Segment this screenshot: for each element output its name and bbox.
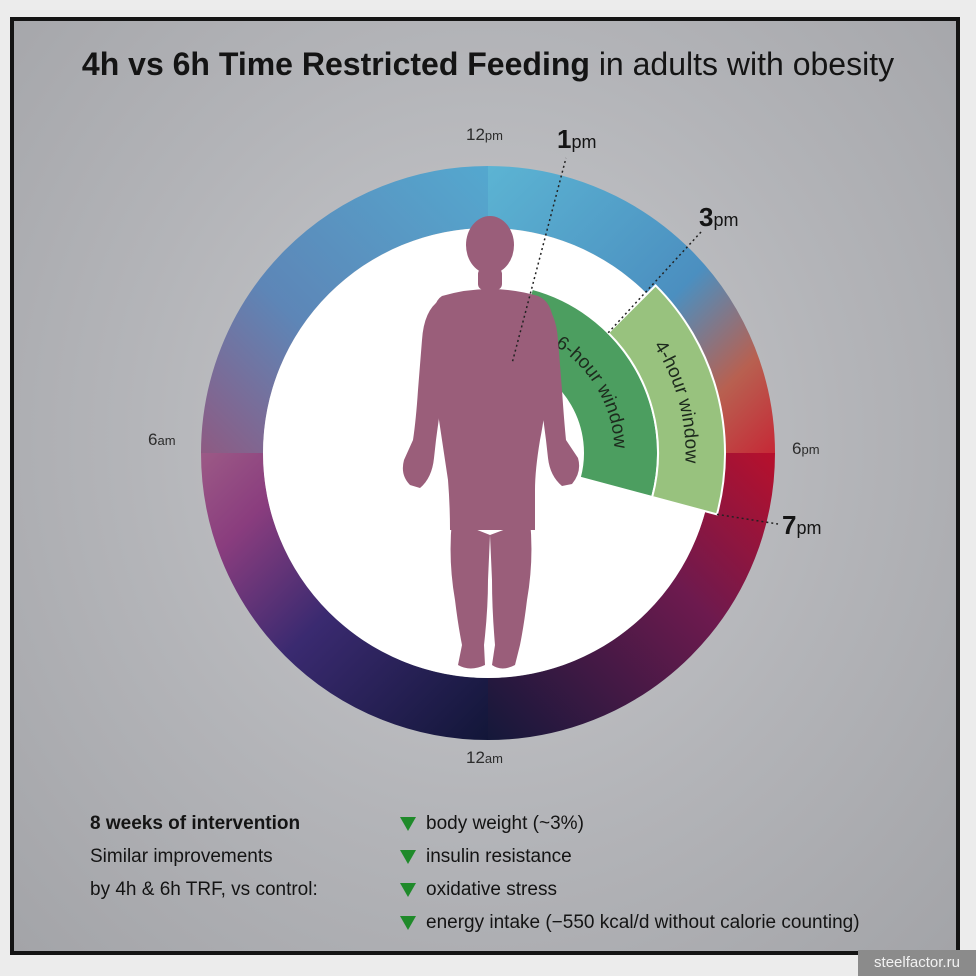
down-arrow-icon [400,816,416,831]
summary-line-1: Similar improvements [90,846,273,867]
summary-line-2: by 4h & 6h TRF, vs control: [90,879,318,900]
window-end-label: 7pm [782,510,822,540]
summary-block: 8 weeks of intervention Similar improvem… [90,807,318,906]
effect-item: body weight (~3%) [400,807,860,840]
effects-list: body weight (~3%) insulin resistance oxi… [400,807,860,939]
effect-item: oxidative stress [400,873,860,906]
clock-label-12am: 12am [466,748,503,767]
window-start-4h-label: 3pm [699,202,739,232]
time-leader-lines [511,157,779,525]
effect-item: energy intake (−550 kcal/d without calor… [400,906,860,939]
down-arrow-icon [400,915,416,930]
down-arrow-icon [400,882,416,897]
clock-label-6pm: 6pm [792,439,820,458]
effect-item: insulin resistance [400,840,860,873]
watermark: steelfactor.ru [858,950,976,976]
clock-label-12pm: 12pm [466,125,503,144]
body-silhouette-icon [402,216,580,669]
title-rest: in adults with obesity [598,46,895,82]
leader-line-7pm [716,513,779,525]
clock-label-6am: 6am [148,430,176,449]
window-start-6h-label: 1pm [557,124,597,154]
leader-line-1pm [511,157,567,362]
page-title: 4h vs 6h Time Restricted Feeding in adul… [0,46,976,83]
down-arrow-icon [400,849,416,864]
summary-heading: 8 weeks of intervention [90,813,301,834]
title-bold: 4h vs 6h Time Restricted Feeding [81,46,590,82]
